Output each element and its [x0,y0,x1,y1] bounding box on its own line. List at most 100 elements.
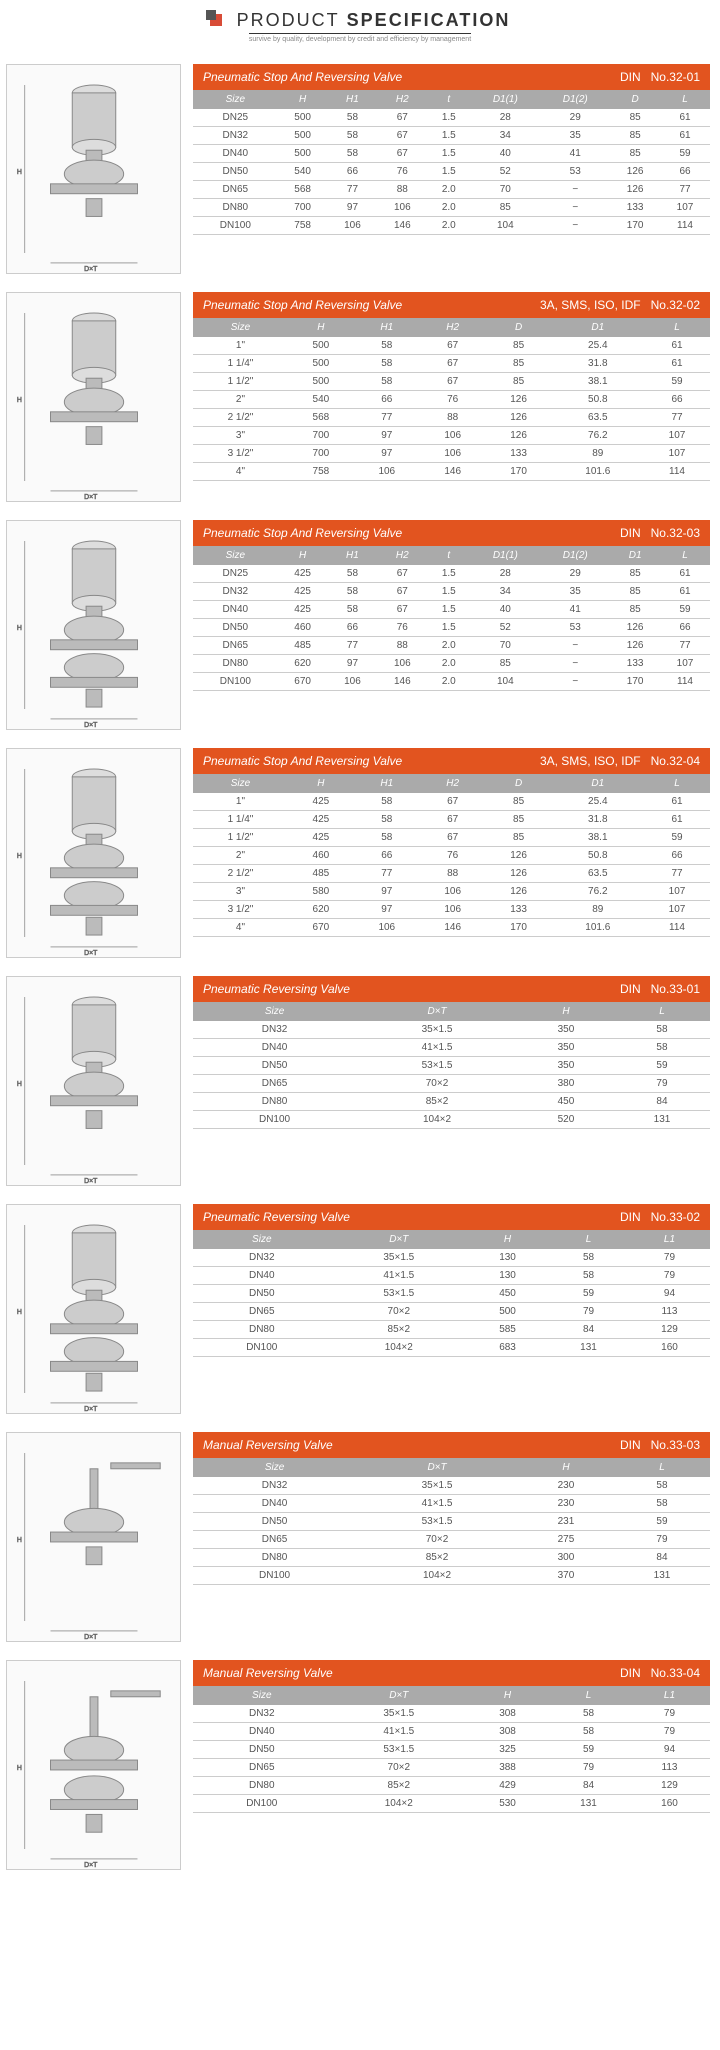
table-cell: 500 [288,355,354,373]
table-cell: 85 [610,565,660,583]
table-row: DN2542558671.528298561 [193,565,710,583]
table-cell: 58 [614,1039,710,1057]
table-cell: 58 [354,829,420,847]
valve-diagram: H D×T [6,976,181,1186]
table-cell: 107 [660,199,710,217]
table-cell: 107 [644,445,710,463]
table-cell: 59 [548,1741,629,1759]
table-cell: 38.1 [552,373,644,391]
table-row: DN100104×2530131160 [193,1795,710,1813]
table-cell: 85 [486,793,552,811]
table-cell: 97 [354,883,420,901]
table-cell: 61 [644,355,710,373]
table-name: Pneumatic Stop And Reversing Valve [203,70,620,84]
svg-text:D×T: D×T [84,1634,98,1641]
table-cell: 67 [420,829,486,847]
table-cell: 77 [328,637,378,655]
table-cell: DN50 [193,1741,331,1759]
logo-square-icon [210,14,222,26]
table-cell: 130 [467,1249,548,1267]
table-row: DN6548577882.070−12677 [193,637,710,655]
col-header: H [518,1458,614,1477]
table-cell: 2 1/2" [193,865,288,883]
table-cell: 131 [614,1111,710,1129]
table-cell: 230 [518,1495,614,1513]
table-cell: 1.5 [427,145,470,163]
table-cell: DN65 [193,637,278,655]
table-cell: 61 [660,109,710,127]
table-cell: 350 [518,1039,614,1057]
table-cell: 70×2 [356,1531,518,1549]
table-cell: 76 [420,391,486,409]
table-cell: 97 [354,445,420,463]
table-cell: 3 1/2" [193,445,288,463]
table-standard: DINNo.32-03 [620,526,700,540]
table-cell: 425 [278,583,328,601]
table-row: 3"7009710612676.2107 [193,427,710,445]
table-cell: 59 [644,373,710,391]
table-cell: 1 1/2" [193,373,288,391]
table-cell: 106 [354,919,420,937]
table-row: DN5053×1.53255994 [193,1741,710,1759]
table-cell: 325 [467,1741,548,1759]
table-cell: DN100 [193,673,278,691]
table-cell: 52 [470,163,540,181]
table-cell: 35×1.5 [356,1477,518,1495]
svg-text:H: H [17,1765,22,1772]
table-cell: 88 [377,181,427,199]
table-cell: 106 [377,655,427,673]
table-cell: 126 [486,847,552,865]
table-row: DN6570×227579 [193,1531,710,1549]
col-header: L1 [629,1686,710,1705]
table-cell: 520 [518,1111,614,1129]
table-cell: DN100 [193,1111,356,1129]
table-row: DN4042558671.540418559 [193,601,710,619]
table-name: Pneumatic Stop And Reversing Valve [203,526,620,540]
table-cell: 106 [328,673,378,691]
table-cell: DN80 [193,1093,356,1111]
table-cell: 146 [377,217,427,235]
col-header: H [467,1230,548,1249]
table-number: No.33-04 [651,1666,700,1680]
table-cell: 1.5 [427,127,470,145]
table-cell: 70×2 [331,1303,468,1321]
table-cell: 35×1.5 [331,1249,468,1267]
table-cell: 1 1/4" [193,355,288,373]
table-cell: 85 [610,127,660,145]
table-cell: 77 [660,637,710,655]
table-cell: 85 [610,601,660,619]
spec-section: H D×T Pneumatic Stop And Reversing Valve… [0,64,720,292]
table-row: DN3242558671.534358561 [193,583,710,601]
svg-text:H: H [17,1537,22,1544]
table-row: DN8085×245084 [193,1093,710,1111]
table-row: 4"758106146170101.6114 [193,463,710,481]
valve-diagram: H D×T [6,1204,181,1414]
table-row: DN3235×1.53085879 [193,1705,710,1723]
svg-text:H: H [17,169,22,176]
spec-table: SizeD×THLDN3235×1.535058DN4041×1.535058D… [193,1002,710,1129]
table-title-bar: Pneumatic Stop And Reversing Valve 3A, S… [193,748,710,774]
table-row: 1"50058678525.461 [193,337,710,355]
table-cell: 758 [288,463,354,481]
table-row: DN8085×230084 [193,1549,710,1567]
table-cell: 53×1.5 [331,1285,468,1303]
table-cell: 126 [610,619,660,637]
table-cell: 85 [470,199,540,217]
table-cell: 58 [614,1021,710,1039]
table-cell: 114 [660,217,710,235]
table-cell: 106 [420,901,486,919]
table-cell: 3" [193,427,288,445]
table-cell: 104×2 [356,1111,518,1129]
table-cell: 67 [377,127,427,145]
table-cell: 58 [614,1477,710,1495]
table-cell: 85 [610,109,660,127]
table-cell: 107 [644,427,710,445]
table-title-bar: Pneumatic Stop And Reversing Valve DINNo… [193,64,710,90]
table-cell: DN80 [193,1549,356,1567]
col-header: Size [193,1686,331,1705]
col-header: D×T [356,1002,518,1021]
table-cell: 79 [614,1531,710,1549]
table-cell: DN80 [193,1777,331,1795]
col-header: D1(1) [470,546,540,565]
col-header: D1(1) [470,90,540,109]
